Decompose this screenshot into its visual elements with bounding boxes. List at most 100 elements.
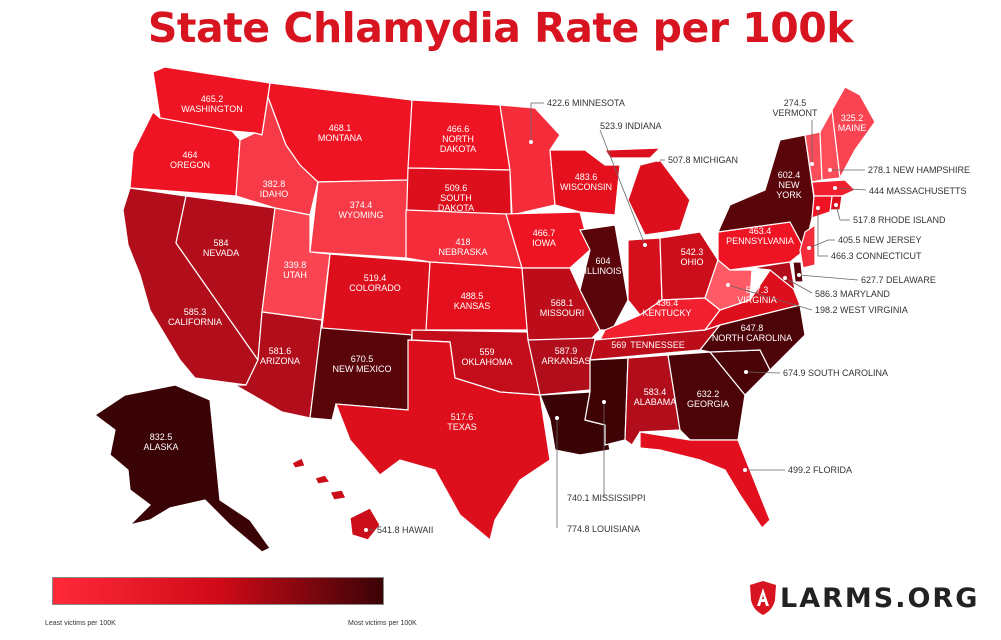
label-WA: 465.2 WASHINGTON: [181, 94, 243, 114]
name-AZ: ARIZONA: [260, 356, 300, 366]
rate-OK: 559: [479, 347, 494, 357]
state-WI[interactable]: [549, 149, 621, 216]
rate-CO: 519.4: [364, 273, 387, 283]
label-CA: 585.3 CALIFORNIA: [168, 307, 222, 327]
label-AZ: 581.6 ARIZONA: [260, 346, 300, 366]
leader-RI: [835, 204, 841, 221]
label-OH: 542.3 OHIO: [680, 247, 703, 267]
rate-VA: 507.3: [746, 285, 769, 295]
callout-LA: 774.8 LOUISIANA: [567, 524, 640, 534]
rate-IA: 466.7: [533, 228, 556, 238]
callout-RI: 517.8 RHODE ISLAND: [853, 215, 946, 225]
label-ND: 466.6 NORTH DAKOTA: [440, 124, 476, 154]
state-MI[interactable]: [603, 147, 691, 236]
legend-max-label: Most victims per 100K: [348, 620, 417, 627]
name-ID: IDAHO: [260, 189, 289, 199]
state-AK[interactable]: [93, 384, 271, 553]
label-VA: 507.3 VIRGINIA: [737, 285, 777, 305]
rate-TX: 517.6: [451, 412, 474, 422]
legend-color-scale: [52, 577, 384, 605]
name-GA: GEORGIA: [687, 399, 729, 409]
state-FL[interactable]: [639, 431, 771, 529]
rate-NE: 418: [455, 237, 470, 247]
rate-KS: 488.5: [461, 291, 484, 301]
rate-WA: 465.2: [201, 94, 224, 104]
label-GA: 632.2 GEORGIA: [687, 389, 729, 409]
label-NM: 670.5 NEW MEXICO: [332, 354, 391, 374]
name-NV: NEVADA: [203, 248, 239, 258]
name-ME: MAINE: [838, 123, 867, 133]
callout-HI: 541.8 HAWAII: [377, 525, 433, 535]
rate-IL: 604: [595, 256, 610, 266]
state-NJ[interactable]: [799, 223, 816, 269]
callout-MS: 740.1 MISSISSIPPI: [567, 493, 646, 503]
callout-NH: 278.1 NEW HAMPSHIRE: [868, 165, 970, 175]
rate-NM: 670.5: [351, 354, 374, 364]
name-KS: KANSAS: [454, 301, 491, 311]
state-ME[interactable]: [831, 86, 876, 180]
callout-IN: 523.9 INDIANA: [600, 121, 662, 131]
rate-OR: 464: [182, 150, 197, 160]
shield-logo-icon: [750, 581, 776, 615]
state-DE[interactable]: [792, 261, 804, 283]
state-TX[interactable]: [335, 339, 551, 542]
label-SD: 509.6 SOUTH DAKOTA: [438, 183, 474, 213]
map-title: State Chlamydia Rate per 100k: [147, 4, 854, 52]
name-VT: VERMONT: [773, 108, 819, 118]
rate-AR: 587.9: [555, 346, 578, 356]
rate-SD: 509.6: [445, 183, 468, 193]
rate-WY: 374.4: [350, 200, 373, 210]
rate-NV: 584: [213, 238, 228, 248]
label-NC: 647.8 NORTH CAROLINA: [712, 323, 792, 343]
label-KY: 436.4 KENTUCKY: [642, 298, 691, 318]
label-OK: 559 OKLAHOMA: [461, 347, 512, 367]
label-NY: 602.4 NEW YORK: [776, 170, 802, 200]
leader-MD: [784, 277, 813, 294]
rate-UT: 339.8: [284, 260, 307, 270]
name-MO: MISSOURI: [540, 308, 585, 318]
callout-WV: 198.2 WEST VIRGINIA: [815, 305, 908, 315]
name-NC: NORTH CAROLINA: [712, 333, 792, 343]
name-MT: MONTANA: [318, 133, 362, 143]
leader-MA: [834, 187, 867, 191]
callout-NJ: 405.5 NEW JERSEY: [838, 235, 922, 245]
rate-NY: 602.4: [778, 170, 801, 180]
name-TX: TEXAS: [447, 422, 477, 432]
leader-NJ: [808, 239, 829, 249]
label-OR: 464 OREGON: [170, 150, 210, 170]
leader-IN: [599, 129, 646, 246]
state-CO[interactable]: [321, 253, 431, 337]
state-HI[interactable]: [291, 457, 381, 541]
rate-PA: 463.4: [749, 226, 772, 236]
name-IL: ILLINOIS: [584, 266, 621, 276]
label-MT: 468.1 MONTANA: [318, 123, 362, 143]
name-OH: OHIO: [680, 257, 703, 267]
state-NY[interactable]: [717, 134, 816, 252]
name-AR: ARKANSAS: [541, 356, 590, 366]
rate-ND: 466.6: [447, 124, 470, 134]
name-NE: NEBRASKA: [438, 247, 487, 257]
rate-GA: 632.2: [697, 389, 720, 399]
label-AR: 587.9 ARKANSAS: [541, 346, 590, 366]
callout-DE: 627.7 DELAWARE: [861, 275, 936, 285]
label-ME: 325.2 MAINE: [838, 113, 867, 133]
callout-CT: 466.3 CONNECTICUT: [831, 251, 922, 261]
name-VA: VIRGINIA: [737, 295, 777, 305]
state-CT[interactable]: [811, 195, 833, 219]
state-MD[interactable]: [751, 261, 796, 292]
state-IA[interactable]: [505, 211, 591, 269]
rate-OH: 542.3: [681, 247, 704, 257]
callout-MN: 422.6 MINNESOTA: [547, 98, 625, 108]
label-PA: 463.4 PENNSYLVANIA: [726, 226, 794, 246]
label-WY: 374.4 WYOMING: [339, 200, 384, 220]
name-IA: IOWA: [532, 238, 556, 248]
callout-FL: 499.2 FLORIDA: [788, 465, 852, 475]
label-MO: 568.1 MISSOURI: [540, 298, 585, 318]
name-AK: ALASKA: [143, 442, 178, 452]
label-NV: 584 NEVADA: [203, 238, 239, 258]
label-IL: 604 ILLINOIS: [584, 256, 621, 276]
name-AL: ALABAMA: [634, 397, 677, 407]
label-WI: 483.6 WISCONSIN: [560, 172, 612, 192]
rate-AK: 832.5: [150, 432, 173, 442]
